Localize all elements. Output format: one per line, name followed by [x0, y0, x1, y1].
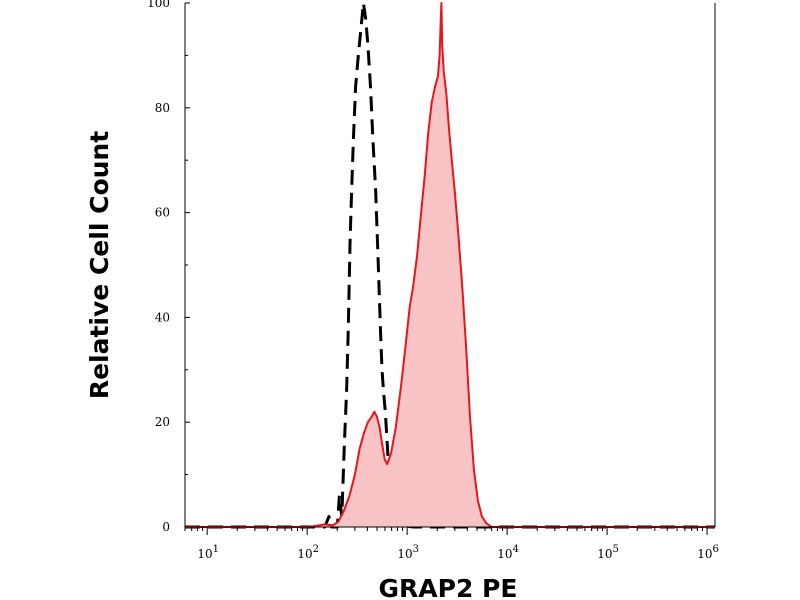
series-1-line	[185, 2, 715, 528]
x-axis-title: GRAP2 PE	[379, 574, 518, 600]
series-1-fill	[185, 3, 715, 527]
x-tick-label: 103	[397, 544, 419, 561]
axes: 0 20 40 60 80 100 101 102 103 104 105 106	[147, 0, 719, 561]
x-tick-label: 106	[697, 544, 719, 561]
x-tick-label: 104	[497, 544, 519, 561]
y-tick-label: 80	[155, 101, 170, 115]
y-tick-label: 0	[162, 520, 170, 534]
x-tick-label: 101	[197, 544, 219, 561]
y-tick-label: 60	[155, 206, 170, 220]
y-axis-title: Relative Cell Count	[85, 131, 114, 399]
y-tick-label: 100	[147, 0, 170, 10]
x-tick-label: 102	[297, 544, 319, 561]
plot-area	[185, 1, 715, 529]
y-tick-label: 20	[155, 415, 170, 429]
y-tick-label: 40	[155, 310, 170, 324]
x-tick-label: 105	[597, 544, 619, 561]
